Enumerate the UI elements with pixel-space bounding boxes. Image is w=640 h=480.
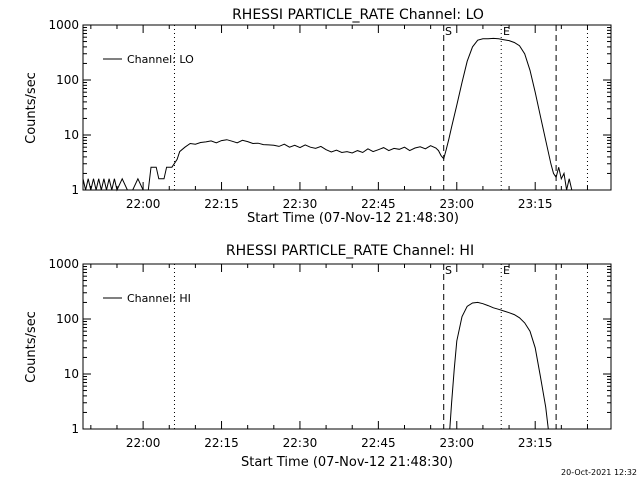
panel-lo-legend: Channel: LO xyxy=(103,53,194,66)
panel-lo-plot-frame xyxy=(82,24,612,191)
panel-hi-y-tick-label: 10 xyxy=(64,367,79,381)
panel-hi-x-ticks: 22:00 22:15 22:30 22:45 23:00 23:15 xyxy=(90,264,588,450)
panel-lo: RHESSI PARTICLE_RATE Channel: LO 22:00 22… xyxy=(24,7,612,226)
panel-hi-title: RHESSI PARTICLE_RATE Channel: HI xyxy=(226,243,474,259)
panel-lo-y-tick-label: 10 xyxy=(64,128,79,142)
panel-hi-legend-label: Channel: HI xyxy=(127,292,191,305)
panel-lo-x-tick-label: 22:15 xyxy=(204,197,239,211)
panel-hi-series-line xyxy=(449,301,549,430)
panel-lo-x-tick-label: 22:30 xyxy=(283,197,318,211)
panel-lo-x-tick-label: 22:00 xyxy=(126,197,161,211)
panel-lo-y-ticks: 1 10 100 1000 xyxy=(48,18,611,197)
panel-hi-y-ticks: 1 10 100 1000 xyxy=(48,257,611,436)
panel-hi-plot-frame xyxy=(82,263,612,430)
panel-lo-x-tick-label: 22:45 xyxy=(361,197,396,211)
panel-hi-y-tick-label: 100 xyxy=(56,312,79,326)
panel-lo-x-axis-label: Start Time (07-Nov-12 21:48:30) xyxy=(247,211,459,226)
panel-hi-y-axis-label: Counts/sec xyxy=(24,311,39,383)
panel-hi-x-tick-label: 23:15 xyxy=(518,436,553,450)
panel-lo-series-line xyxy=(82,37,573,192)
panel-hi-legend: Channel: HI xyxy=(103,292,191,305)
panel-hi: RHESSI PARTICLE_RATE Channel: HI 22:00 22… xyxy=(24,243,612,470)
panel-lo-start-marker: S xyxy=(445,25,452,38)
panel-hi-x-tick-label: 22:45 xyxy=(361,436,396,450)
panel-lo-end-marker: E xyxy=(503,25,510,38)
generation-timestamp: 20-Oct-2021 12:32 xyxy=(561,468,637,477)
panel-hi-x-tick-label: 23:00 xyxy=(439,436,474,450)
panel-lo-legend-label: Channel: LO xyxy=(127,53,194,66)
panel-lo-y-axis-label: Counts/sec xyxy=(24,72,39,144)
panel-hi-x-tick-label: 22:00 xyxy=(126,436,161,450)
panel-lo-y-tick-label: 1 xyxy=(71,183,79,197)
panel-lo-y-tick-label: 100 xyxy=(56,73,79,87)
panel-hi-event-lines xyxy=(173,264,588,429)
panel-lo-x-tick-label: 23:15 xyxy=(518,197,553,211)
panel-hi-start-marker: S xyxy=(445,264,452,277)
panel-hi-x-tick-label: 22:30 xyxy=(283,436,318,450)
panel-lo-title: RHESSI PARTICLE_RATE Channel: LO xyxy=(232,7,484,23)
panel-hi-x-tick-label: 22:15 xyxy=(204,436,239,450)
panel-hi-end-marker: E xyxy=(503,264,510,277)
panel-lo-x-ticks: 22:00 22:15 22:30 22:45 23:00 23:15 xyxy=(90,25,588,211)
panel-hi-x-axis-label: Start Time (07-Nov-12 21:48:30) xyxy=(241,455,453,470)
panel-lo-y-tick-label: 1000 xyxy=(48,18,79,32)
panel-lo-event-lines xyxy=(173,25,588,190)
panel-hi-y-tick-label: 1000 xyxy=(48,257,79,271)
panel-lo-x-tick-label: 23:00 xyxy=(439,197,474,211)
panel-hi-y-tick-label: 1 xyxy=(71,422,79,436)
